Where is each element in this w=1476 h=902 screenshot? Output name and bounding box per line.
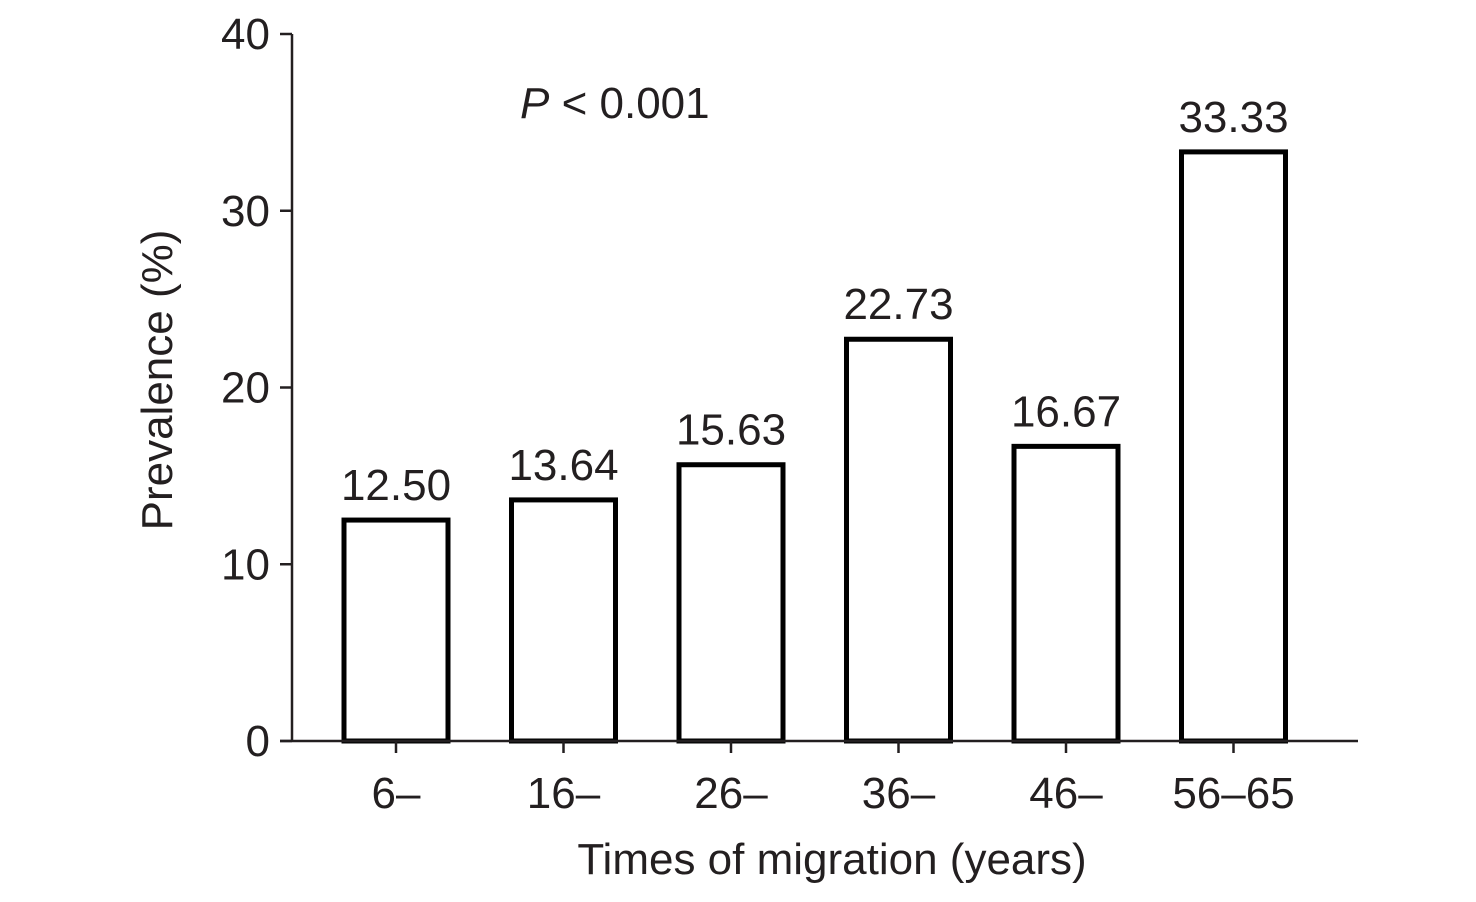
x-ticks-group: 6– 16– 26– 36– 46– 56–65: [372, 741, 1295, 818]
x-axis-title: Times of migration (years): [577, 835, 1086, 884]
bar-value-label: 16.67: [1011, 387, 1121, 436]
p-value-annotation: P < 0.001: [520, 79, 710, 128]
bar: [509, 497, 618, 744]
x-tick-label: 46–: [1029, 769, 1103, 818]
x-tick-label: 36–: [862, 769, 936, 818]
y-axis-title: Prevalence (%): [133, 230, 182, 531]
y-tick-label: 20: [221, 364, 270, 413]
x-tick-label: 6–: [372, 769, 421, 818]
bar-value-label: 22.73: [843, 280, 953, 329]
bar: [341, 517, 451, 744]
bar-value-label: 33.33: [1178, 93, 1288, 142]
bar: [1179, 149, 1288, 744]
bar: [676, 462, 786, 744]
p-value-text: < 0.001: [549, 79, 709, 128]
y-tick-label: 30: [221, 187, 270, 236]
y-tick-label: 10: [221, 540, 270, 589]
y-tick-label: 40: [221, 10, 270, 59]
x-tick-label: 56–65: [1172, 769, 1294, 818]
x-tick-label: 16–: [527, 769, 601, 818]
bar: [1011, 443, 1121, 744]
x-tick-label: 26–: [694, 769, 768, 818]
value-labels-group: 12.50 13.64 15.63 22.73 16.67 33.33: [341, 93, 1289, 510]
y-ticks-group: 0 10 20 30 40: [221, 10, 292, 766]
bar-value-label: 13.64: [508, 441, 618, 490]
p-value-symbol: P: [520, 79, 550, 128]
bar-value-label: 15.63: [676, 406, 786, 455]
bars-group: [341, 149, 1288, 744]
bar-value-label: 12.50: [341, 461, 451, 510]
y-tick-label: 0: [246, 717, 270, 766]
bar: [844, 336, 953, 744]
